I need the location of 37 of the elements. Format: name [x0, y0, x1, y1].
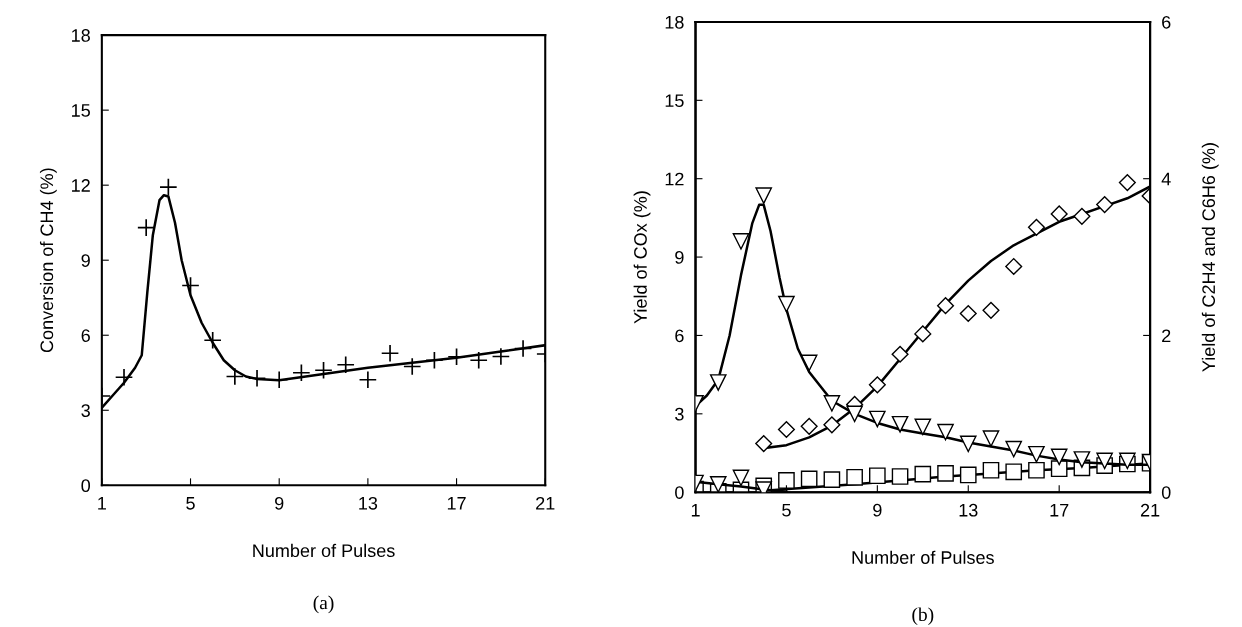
y-tick-label: 12 [665, 172, 684, 186]
y-tick-label: 3 [675, 407, 684, 421]
x-tick-label: 5 [782, 503, 791, 517]
y2-axis-title: Yield of C2H4 and C6H6 (%) [1201, 143, 1219, 372]
x-tick-label: 5 [186, 497, 195, 510]
y-tick-label: 18 [72, 29, 90, 42]
text: (b) [912, 607, 934, 626]
y-tick-label: 12 [72, 179, 90, 192]
x-tick-label: 17 [1050, 503, 1069, 517]
y-tick-label: 15 [72, 104, 90, 117]
x-tick-label: 21 [536, 496, 555, 510]
y-tick-label: 6 [81, 329, 90, 342]
y-tick-label: 9 [675, 251, 684, 264]
x-tick-label: 9 [873, 503, 882, 517]
y-tick-label: 6 [675, 329, 684, 343]
text: (a) [313, 595, 334, 614]
x-tick-label: 21 [1140, 503, 1160, 517]
y-tick-label: 3 [81, 404, 90, 417]
y-tick-label: 15 [665, 94, 684, 108]
y2-tick-label: 4 [1161, 172, 1171, 186]
y2-tick-label: 2 [1162, 329, 1171, 342]
x-axis-title: Number of Pulses [852, 550, 994, 564]
x-tick-label: 17 [447, 497, 466, 510]
y-tick-label: 0 [81, 479, 91, 493]
y-tick-label: 18 [665, 15, 684, 29]
y-tick-label: 9 [81, 254, 90, 267]
x-axis-title: Number of Pulses [253, 543, 395, 558]
y2-tick-label: 6 [1162, 15, 1171, 29]
y2-tick-label: 0 [1161, 486, 1171, 499]
x-tick-label: 9 [275, 496, 284, 510]
x-tick-label: 13 [959, 503, 978, 517]
x-tick-label: 1 [98, 497, 106, 510]
x-tick-label: 1 [691, 503, 700, 517]
x-tick-label: 13 [359, 496, 378, 510]
y-axis-title: Yield of COx (%) [633, 191, 651, 324]
y-axis-title: Conversion of CH4 (%) [39, 168, 57, 353]
y-tick-label: 0 [675, 486, 684, 499]
